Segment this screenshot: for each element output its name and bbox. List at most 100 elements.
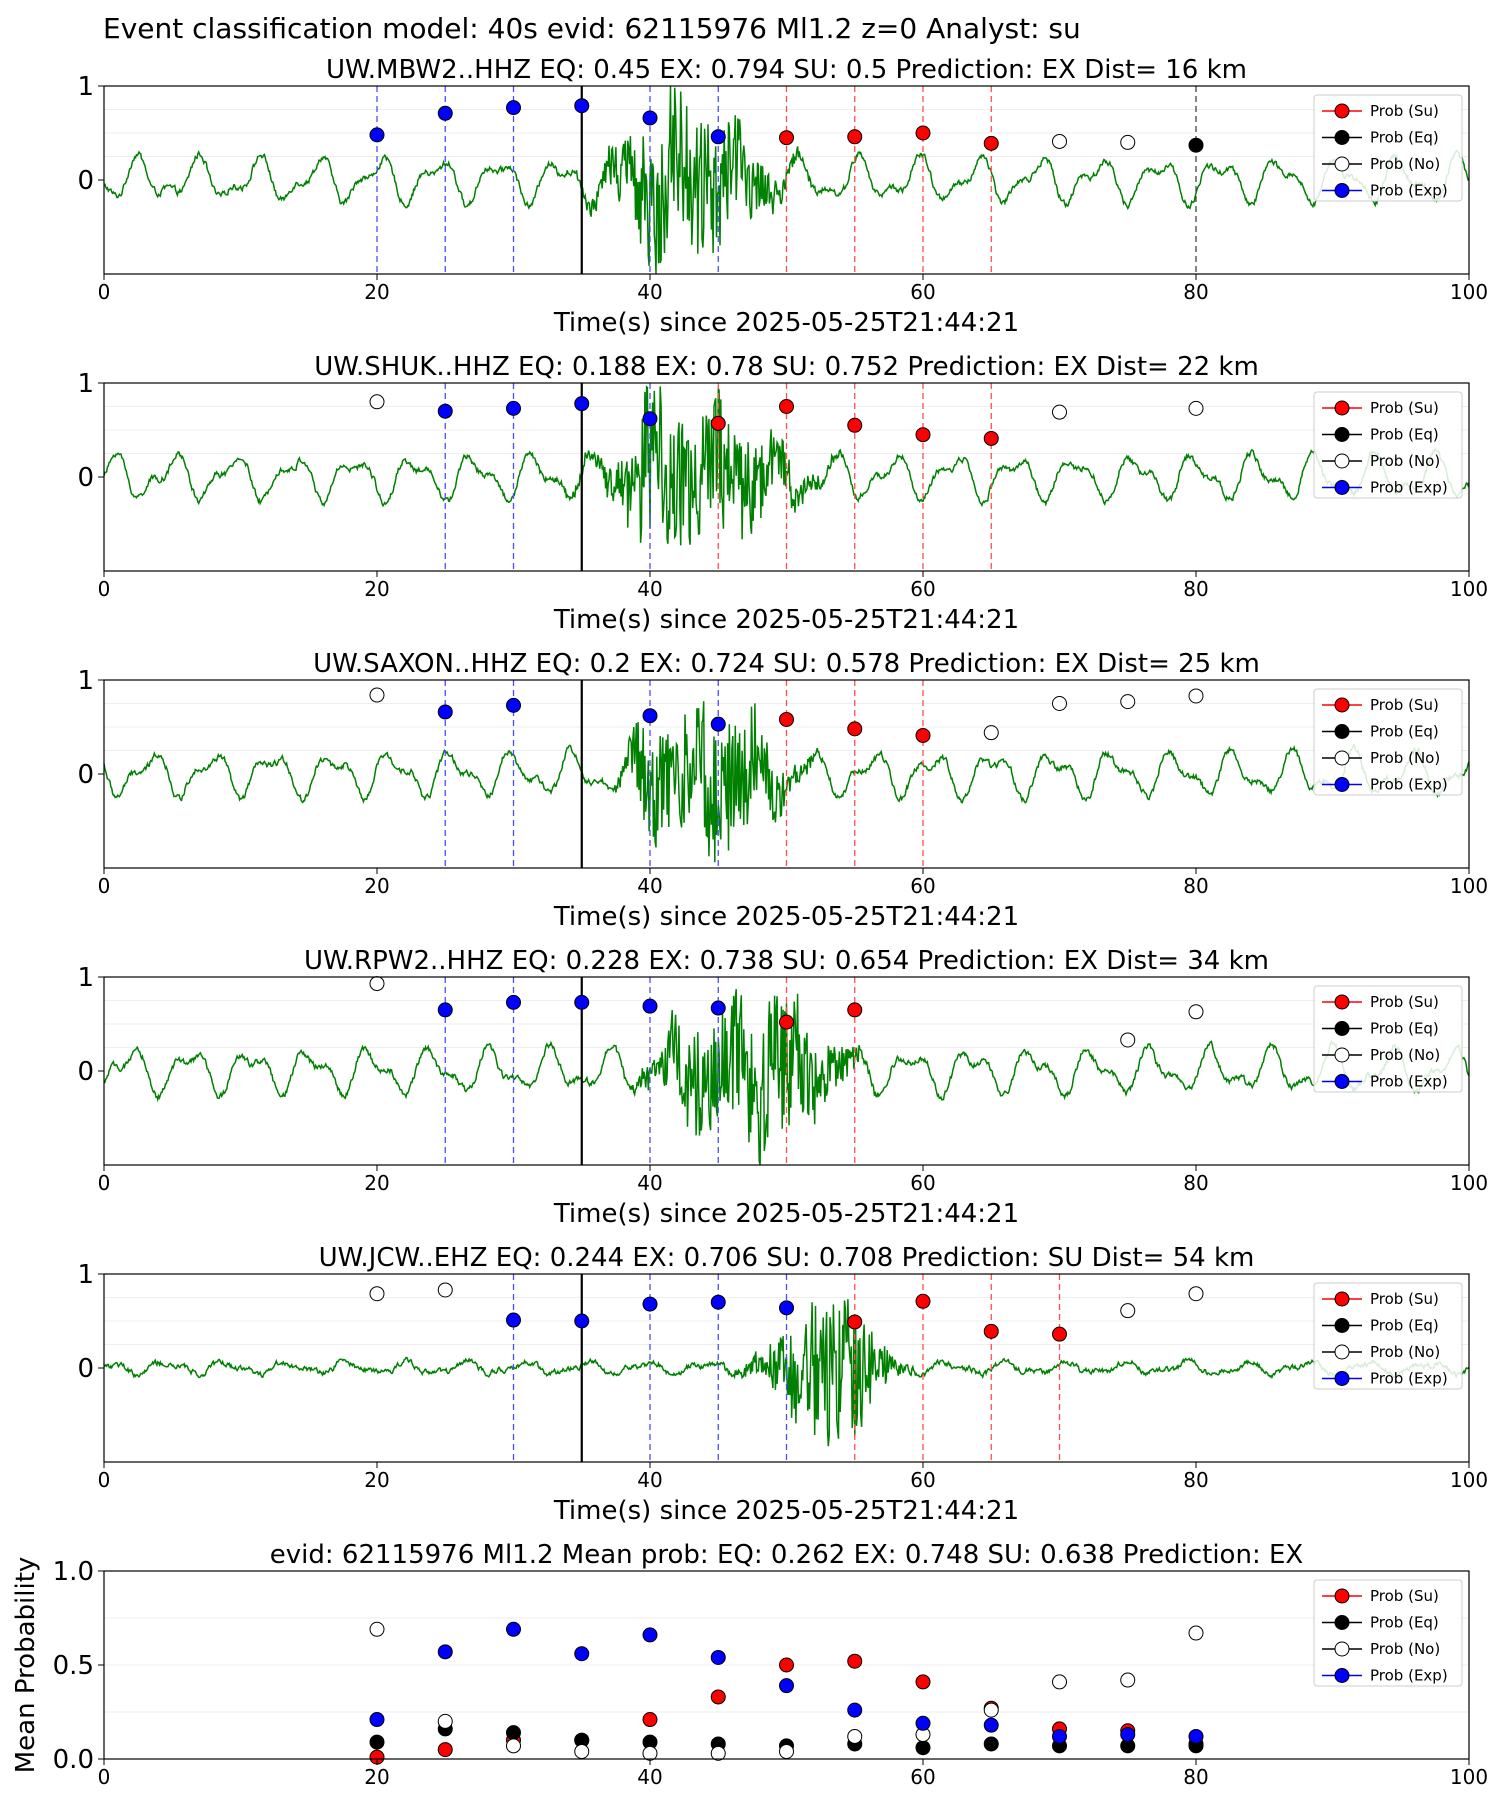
x-tick-label: 0 [98, 577, 111, 601]
x-tick-label: 20 [364, 577, 389, 601]
prob-marker [642, 998, 658, 1014]
x-tick-label: 80 [1183, 874, 1208, 898]
y-tick-label: 1 [77, 369, 94, 399]
y-tick-label: 0.5 [53, 1651, 94, 1681]
legend-marker [1334, 1074, 1350, 1089]
prob-marker [437, 1282, 453, 1298]
figure-suptitle: Event classification model: 40s evid: 62… [103, 12, 1081, 45]
legend-marker [1334, 480, 1350, 495]
mean-prob-marker [437, 1713, 453, 1729]
mean-prob-marker [369, 1712, 385, 1728]
prob-marker [369, 976, 385, 992]
legend-marker [1334, 156, 1350, 172]
prob-marker [506, 100, 521, 116]
x-tick-label: 20 [364, 1171, 389, 1195]
panel-title: UW.MBW2..HHZ EQ: 0.45 EX: 0.794 SU: 0.5 … [326, 55, 1247, 85]
prob-marker [915, 1293, 931, 1309]
legend-label: Prob (Su) [1370, 993, 1439, 1011]
prob-marker [1052, 696, 1067, 711]
y-axis-label: Mean Probability [11, 1557, 41, 1774]
legend-marker [1334, 1344, 1350, 1360]
legend-label: Prob (No) [1370, 749, 1440, 767]
legend-marker [1334, 750, 1350, 766]
x-axis: 0 20 40 60 80 100 Time(s) since 2025-05-25T21:… [98, 1462, 1488, 1526]
x-tick-label: 80 [1183, 280, 1208, 304]
y-tick-label: 1 [77, 666, 94, 696]
mean-prob-marker [847, 1728, 863, 1744]
prob-marker [1120, 1303, 1136, 1319]
station-panel: UW.RPW2..HHZ EQ: 0.228 EX: 0.738 SU: 0.6… [77, 946, 1488, 1229]
prob-marker [847, 1002, 863, 1018]
prob-marker [369, 687, 385, 703]
prob-marker [574, 1313, 590, 1329]
x-tick-label: 60 [910, 280, 935, 304]
x-tick-label: 100 [1450, 1765, 1488, 1789]
legend: Prob (Su) Prob (Eq) Prob (No) Prob (Exp) [1313, 688, 1463, 796]
legend-frame [1313, 1579, 1463, 1687]
station-panel: UW.MBW2..HHZ EQ: 0.45 EX: 0.794 SU: 0.5 … [77, 55, 1488, 338]
legend-label: Prob (Exp) [1370, 182, 1448, 200]
legend-label: Prob (Eq) [1370, 129, 1439, 147]
legend-marker [1334, 1615, 1350, 1630]
prob-marker [1052, 133, 1067, 149]
legend-marker [1334, 697, 1350, 713]
station-panel: UW.SAXON..HHZ EQ: 0.2 EX: 0.724 SU: 0.57… [77, 649, 1488, 932]
x-tick-label: 60 [910, 1765, 935, 1789]
prob-marker [642, 110, 658, 126]
x-tick-label: 40 [637, 874, 662, 898]
legend-marker [1334, 994, 1350, 1010]
x-tick-label: 40 [637, 1171, 662, 1195]
mean-prob-marker [369, 1621, 385, 1637]
prob-marker [437, 1002, 453, 1018]
panel-title: UW.SAXON..HHZ EQ: 0.2 EX: 0.724 SU: 0.57… [313, 649, 1260, 679]
prob-marker [779, 1014, 794, 1030]
prob-marker [710, 1000, 726, 1016]
legend-label: Prob (Eq) [1370, 723, 1439, 741]
mean-prob-marker [437, 1644, 453, 1660]
mean-prob-marker [506, 1621, 521, 1637]
legend-marker [1334, 183, 1350, 198]
legend-label: Prob (No) [1370, 155, 1440, 173]
mean-prob-marker [1188, 1625, 1204, 1641]
legend-marker [1334, 103, 1350, 119]
x-tick-label: 20 [364, 280, 389, 304]
y-tick-label: 1 [77, 963, 94, 993]
panel-title: UW.SHUK..HHZ EQ: 0.188 EX: 0.78 SU: 0.75… [314, 352, 1259, 382]
legend-marker [1334, 130, 1350, 145]
prob-marker [710, 716, 726, 732]
station-panel: UW.SHUK..HHZ EQ: 0.188 EX: 0.78 SU: 0.75… [77, 352, 1488, 635]
prob-marker [1120, 694, 1136, 710]
prob-marker [779, 711, 794, 727]
legend-marker [1334, 777, 1350, 792]
prob-marker [847, 417, 863, 433]
waveform-trace [103, 385, 1470, 546]
x-tick-label: 40 [637, 1765, 662, 1789]
prob-marker [642, 411, 658, 427]
x-tick-label: 80 [1183, 1468, 1208, 1492]
prob-marker [915, 727, 931, 743]
legend-marker [1334, 1047, 1350, 1063]
x-tick-label: 20 [364, 1765, 389, 1789]
legend-marker [1334, 1291, 1350, 1307]
prob-marker [847, 721, 863, 737]
legend-frame [1313, 391, 1463, 499]
x-tick-label: 100 [1450, 280, 1488, 304]
legend-marker [1334, 724, 1350, 739]
prob-marker [847, 1314, 863, 1330]
mean-prob-marker [779, 1678, 794, 1694]
legend-label: Prob (Exp) [1370, 1370, 1448, 1388]
x-tick-label: 60 [910, 577, 935, 601]
x-axis: 0 20 40 60 80 100 Time(s) since 2025-05-25T21:… [98, 1165, 1488, 1229]
prob-marker [574, 994, 590, 1010]
prob-marker [1120, 134, 1136, 150]
x-tick-label: 0 [98, 1468, 111, 1492]
x-tick-label: 100 [1450, 577, 1488, 601]
x-tick-label: 0 [98, 280, 111, 304]
mean-prob-marker [779, 1743, 794, 1759]
x-tick-label: 40 [637, 280, 662, 304]
legend-marker [1334, 400, 1350, 416]
legend-label: Prob (No) [1370, 1046, 1440, 1064]
mean-prob-marker [369, 1734, 385, 1750]
legend-marker [1334, 1641, 1350, 1657]
x-tick-label: 80 [1183, 577, 1208, 601]
